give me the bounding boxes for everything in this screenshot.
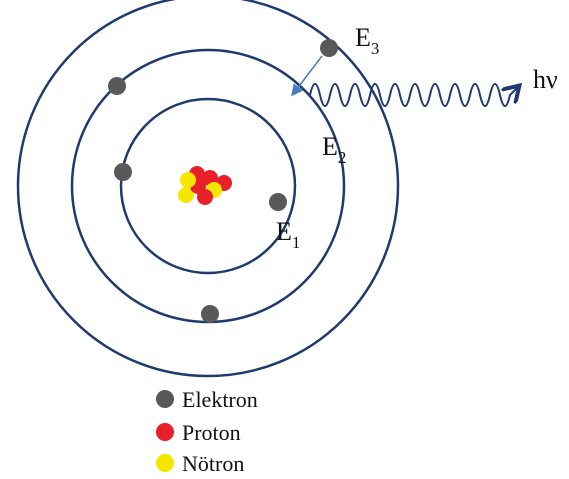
transition-arrow xyxy=(291,55,323,97)
level-label: E1 xyxy=(276,217,300,252)
electron xyxy=(269,193,287,211)
legend-label: Proton xyxy=(182,420,241,445)
legend-label: Elektron xyxy=(182,387,258,412)
nucleus xyxy=(178,166,232,205)
electron xyxy=(320,39,338,57)
neutron xyxy=(178,187,194,203)
orbit-3 xyxy=(16,0,400,378)
level-label: E3 xyxy=(355,23,379,58)
orbit-1 xyxy=(119,97,297,275)
legend-swatch xyxy=(156,390,174,408)
photon-label: hν xyxy=(533,65,558,94)
level-symbol: E xyxy=(322,132,338,161)
photon-wave xyxy=(309,84,518,107)
level-index: 3 xyxy=(371,39,380,58)
level-index: 1 xyxy=(292,233,301,252)
level-symbol: E xyxy=(276,217,292,246)
legend-label: Nötron xyxy=(182,451,244,476)
legend-swatch xyxy=(156,423,174,441)
legend: Elektron Proton Nötron xyxy=(156,387,258,476)
level-symbol: E xyxy=(355,23,371,52)
electron xyxy=(108,77,126,95)
legend-swatch xyxy=(156,454,174,472)
neutron xyxy=(180,172,196,188)
electron xyxy=(201,305,219,323)
electrons xyxy=(108,39,338,323)
proton xyxy=(197,189,213,205)
level-index: 2 xyxy=(338,148,347,167)
level-label: E2 xyxy=(322,132,346,167)
electron xyxy=(114,163,132,181)
